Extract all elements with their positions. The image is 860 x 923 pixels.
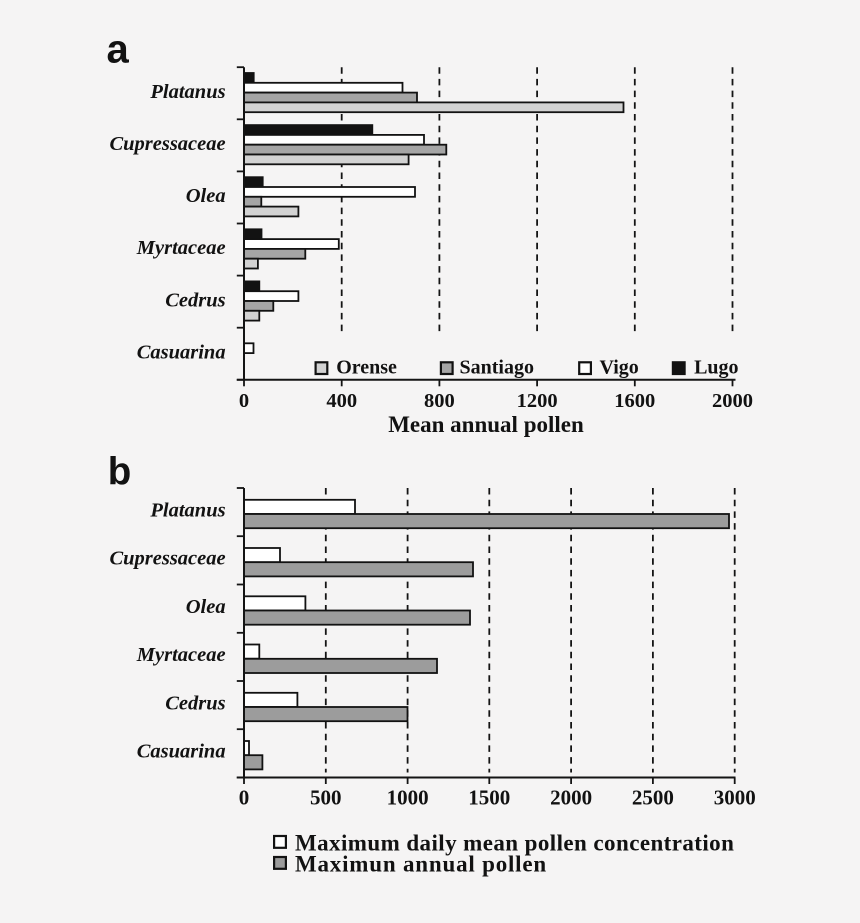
svg-text:Olea: Olea [186, 185, 226, 207]
svg-text:Cedrus: Cedrus [165, 289, 225, 311]
svg-text:1000: 1000 [387, 785, 429, 809]
svg-text:Myrtaceae: Myrtaceae [136, 237, 226, 259]
svg-text:Mean annual pollen: Mean annual pollen [388, 412, 584, 437]
svg-text:Platanus: Platanus [149, 81, 225, 103]
svg-text:Platanus: Platanus [149, 499, 225, 521]
svg-text:800: 800 [424, 390, 455, 412]
svg-text:Maximun annual pollen: Maximun annual pollen [295, 851, 547, 876]
svg-text:3000: 3000 [714, 785, 756, 809]
svg-text:0: 0 [239, 390, 249, 412]
svg-text:1500: 1500 [468, 785, 510, 809]
svg-text:Orense: Orense [336, 357, 397, 379]
svg-text:400: 400 [326, 390, 357, 412]
svg-text:Santiago: Santiago [460, 357, 534, 379]
svg-text:Casuarina: Casuarina [137, 741, 226, 763]
svg-text:Casuarina: Casuarina [137, 341, 226, 363]
svg-text:a: a [107, 27, 130, 71]
svg-text:Olea: Olea [186, 596, 226, 618]
svg-text:Cupressaceae: Cupressaceae [109, 548, 225, 570]
svg-text:0: 0 [239, 785, 250, 809]
svg-text:Myrtaceae: Myrtaceae [136, 644, 226, 666]
svg-text:b: b [108, 450, 132, 493]
svg-text:Cupressaceae: Cupressaceae [109, 133, 225, 155]
svg-text:Vigo: Vigo [600, 357, 639, 379]
svg-text:Maximum daily mean pollen conc: Maximum daily mean pollen concentration [295, 830, 734, 855]
svg-text:Cedrus: Cedrus [165, 692, 225, 714]
svg-text:2000: 2000 [550, 785, 592, 809]
svg-text:1600: 1600 [614, 390, 655, 412]
svg-text:1200: 1200 [517, 390, 558, 412]
svg-text:Lugo: Lugo [694, 357, 738, 379]
svg-text:2500: 2500 [632, 785, 674, 809]
svg-text:2000: 2000 [712, 390, 753, 412]
svg-text:500: 500 [310, 785, 342, 809]
